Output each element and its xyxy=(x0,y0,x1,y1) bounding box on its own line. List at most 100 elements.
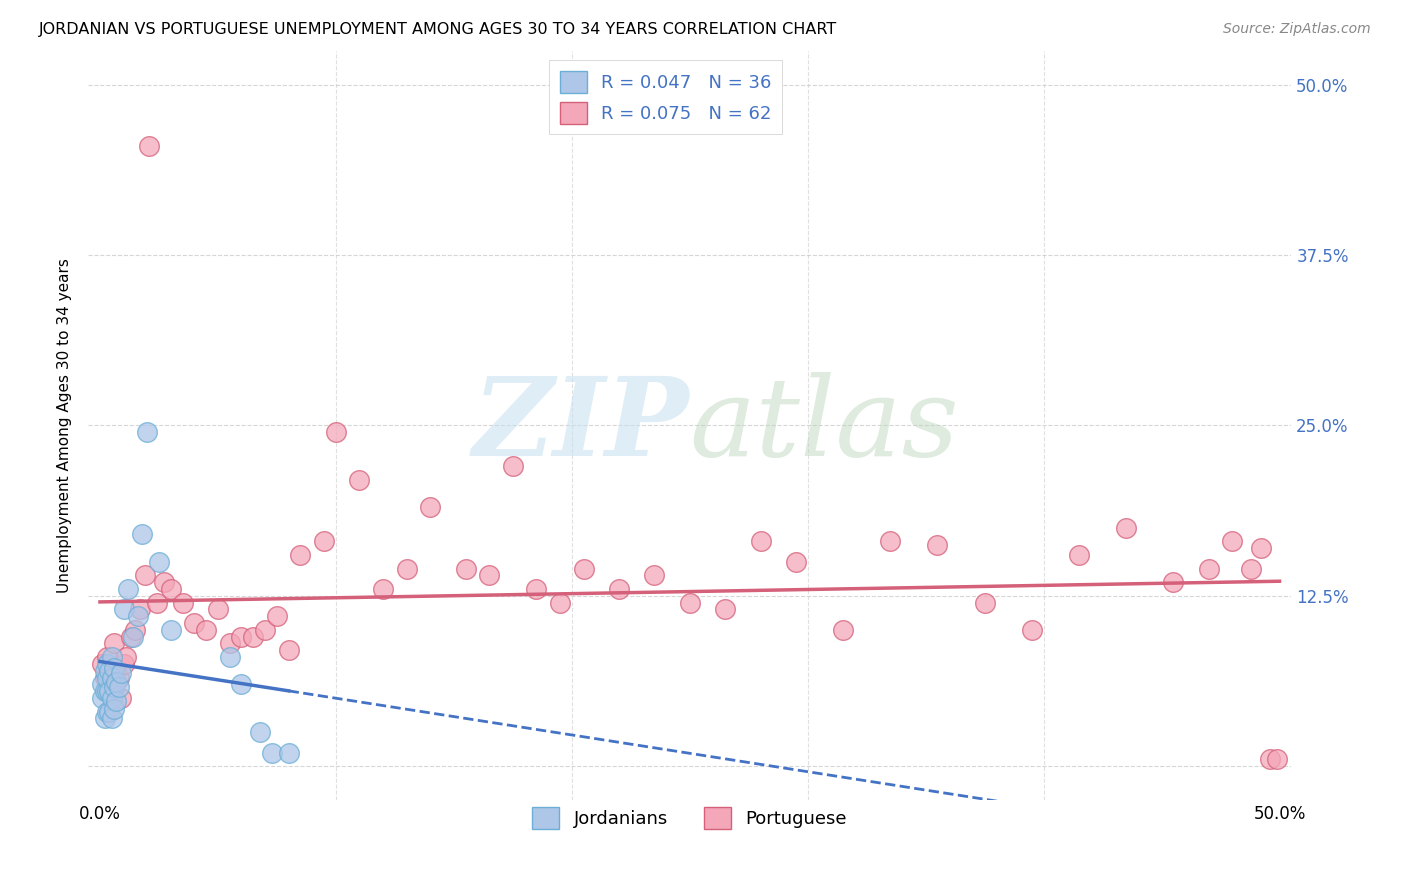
Point xyxy=(93,664,115,678)
Point xyxy=(195,623,218,637)
Point xyxy=(100,677,122,691)
Point xyxy=(91,691,114,706)
Point xyxy=(879,534,901,549)
Point xyxy=(93,684,115,698)
Point xyxy=(91,677,114,691)
Point xyxy=(136,425,159,440)
Point xyxy=(266,609,288,624)
Point xyxy=(254,623,277,637)
Text: ZIP: ZIP xyxy=(472,372,690,479)
Point xyxy=(643,568,665,582)
Point xyxy=(1021,623,1043,637)
Point xyxy=(159,582,181,596)
Point xyxy=(152,575,174,590)
Point xyxy=(290,548,312,562)
Point xyxy=(98,664,121,678)
Point xyxy=(148,555,170,569)
Point xyxy=(1240,561,1263,575)
Point xyxy=(973,596,995,610)
Point xyxy=(103,702,125,716)
Point xyxy=(277,643,299,657)
Point xyxy=(478,568,501,582)
Point xyxy=(110,691,132,706)
Point xyxy=(96,684,118,698)
Text: JORDANIAN VS PORTUGUESE UNEMPLOYMENT AMONG AGES 30 TO 34 YEARS CORRELATION CHART: JORDANIAN VS PORTUGUESE UNEMPLOYMENT AMO… xyxy=(39,22,838,37)
Legend: Jordanians, Portuguese: Jordanians, Portuguese xyxy=(524,800,855,836)
Point xyxy=(117,582,139,596)
Point xyxy=(91,657,114,671)
Text: atlas: atlas xyxy=(690,372,959,479)
Point xyxy=(419,500,441,515)
Point xyxy=(218,650,240,665)
Point xyxy=(134,568,156,582)
Point xyxy=(115,650,138,665)
Point xyxy=(395,561,418,575)
Point xyxy=(231,630,253,644)
Point xyxy=(124,623,146,637)
Point xyxy=(325,425,347,440)
Point xyxy=(105,664,128,678)
Point xyxy=(103,661,125,675)
Point xyxy=(127,609,149,624)
Point xyxy=(218,636,240,650)
Point xyxy=(122,630,145,644)
Point xyxy=(172,596,194,610)
Point xyxy=(371,582,394,596)
Point xyxy=(607,582,630,596)
Point xyxy=(679,596,702,610)
Point xyxy=(785,555,807,569)
Point xyxy=(159,623,181,637)
Point xyxy=(112,657,135,671)
Point xyxy=(93,711,115,725)
Point xyxy=(454,561,477,575)
Point xyxy=(927,538,949,552)
Point xyxy=(714,602,737,616)
Point xyxy=(262,746,284,760)
Point xyxy=(349,473,371,487)
Point xyxy=(1250,541,1272,555)
Point xyxy=(145,596,167,610)
Point xyxy=(112,602,135,616)
Point xyxy=(108,680,131,694)
Point xyxy=(105,694,128,708)
Point xyxy=(1067,548,1090,562)
Point xyxy=(231,677,253,691)
Point xyxy=(277,746,299,760)
Point xyxy=(103,636,125,650)
Point xyxy=(96,705,118,719)
Point xyxy=(120,630,142,644)
Text: Source: ZipAtlas.com: Source: ZipAtlas.com xyxy=(1223,22,1371,37)
Point xyxy=(1163,575,1185,590)
Point xyxy=(110,666,132,681)
Point xyxy=(312,534,335,549)
Point xyxy=(100,711,122,725)
Point xyxy=(1115,521,1137,535)
Point xyxy=(242,630,264,644)
Point xyxy=(100,650,122,665)
Point xyxy=(105,674,128,689)
Point xyxy=(96,657,118,671)
Point xyxy=(96,650,118,665)
Point xyxy=(572,561,595,575)
Point xyxy=(526,582,548,596)
Point xyxy=(1258,752,1281,766)
Point xyxy=(129,602,152,616)
Point xyxy=(183,615,205,630)
Point xyxy=(832,623,855,637)
Point xyxy=(98,705,121,719)
Point xyxy=(100,691,122,706)
Point xyxy=(1265,752,1288,766)
Point xyxy=(100,671,122,685)
Point xyxy=(98,664,121,678)
Y-axis label: Unemployment Among Ages 30 to 34 years: Unemployment Among Ages 30 to 34 years xyxy=(58,258,72,593)
Point xyxy=(548,596,571,610)
Point xyxy=(108,671,131,685)
Point xyxy=(103,680,125,694)
Point xyxy=(502,459,524,474)
Point xyxy=(1198,561,1220,575)
Point xyxy=(93,671,115,685)
Point xyxy=(1220,534,1243,549)
Point xyxy=(98,684,121,698)
Point xyxy=(207,602,229,616)
Point xyxy=(138,139,160,153)
